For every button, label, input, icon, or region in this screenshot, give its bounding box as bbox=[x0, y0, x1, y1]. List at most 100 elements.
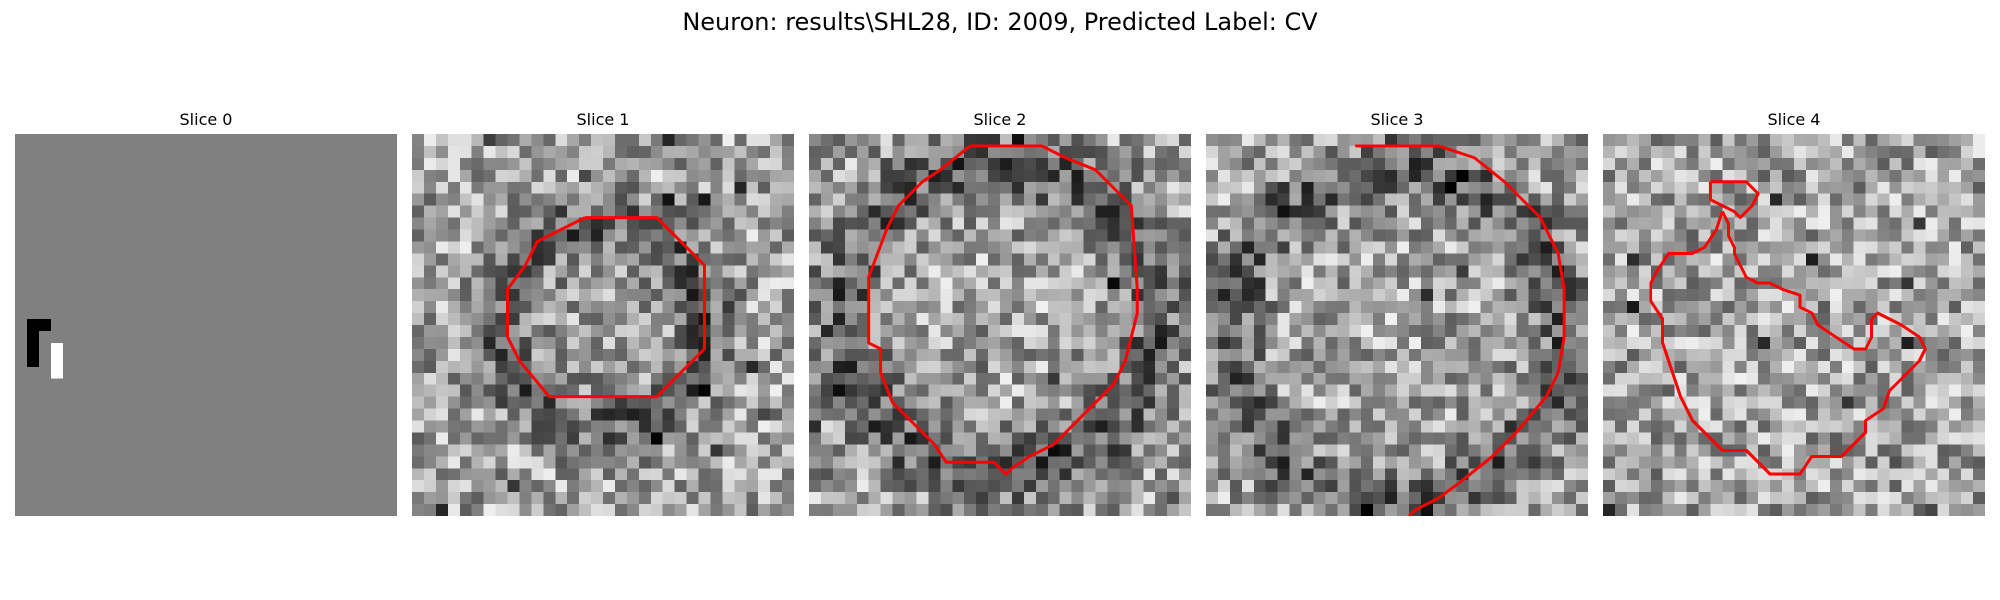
image-pixel bbox=[1349, 504, 1362, 516]
image-pixel bbox=[1397, 492, 1410, 505]
image-pixel bbox=[698, 181, 711, 194]
image-pixel bbox=[1229, 169, 1243, 182]
image-pixel bbox=[1576, 157, 1588, 171]
image-pixel bbox=[1662, 193, 1675, 206]
image-pixel bbox=[1083, 384, 1096, 397]
image-pixel bbox=[1758, 241, 1771, 254]
image-pixel bbox=[1841, 277, 1854, 290]
image-pixel bbox=[1143, 229, 1156, 242]
image-pixel bbox=[1397, 372, 1410, 385]
image-pixel bbox=[435, 241, 449, 254]
image-pixel bbox=[1614, 169, 1628, 182]
image-pixel bbox=[1179, 229, 1191, 242]
image-pixel bbox=[710, 253, 723, 266]
image-pixel bbox=[1206, 241, 1219, 254]
image-pixel bbox=[1913, 396, 1926, 409]
image-pixel bbox=[1949, 229, 1962, 242]
image-pixel bbox=[1059, 277, 1072, 290]
image-pixel bbox=[988, 253, 1001, 266]
image-pixel bbox=[1901, 384, 1914, 397]
image-pixel bbox=[746, 456, 759, 469]
image-pixel bbox=[1277, 157, 1290, 171]
image-pixel bbox=[809, 205, 822, 218]
image-pixel bbox=[1492, 348, 1505, 362]
image-pixel bbox=[1504, 360, 1517, 373]
image-pixel bbox=[940, 480, 953, 493]
image-pixel bbox=[1841, 420, 1854, 433]
image-pixel bbox=[940, 468, 953, 481]
image-pixel bbox=[1901, 265, 1914, 278]
image-pixel bbox=[412, 432, 425, 445]
image-pixel bbox=[1265, 408, 1278, 421]
image-pixel bbox=[1504, 157, 1517, 171]
image-pixel bbox=[1000, 205, 1013, 218]
image-pixel bbox=[722, 289, 735, 302]
image-pixel bbox=[626, 229, 640, 242]
image-pixel bbox=[567, 492, 580, 505]
image-pixel bbox=[519, 277, 532, 290]
image-pixel bbox=[435, 456, 449, 469]
image-pixel bbox=[856, 253, 869, 266]
image-pixel bbox=[1167, 408, 1180, 421]
image-pixel bbox=[928, 480, 941, 493]
image-pixel bbox=[471, 289, 484, 302]
image-pixel bbox=[1444, 360, 1457, 373]
image-pixel bbox=[1516, 205, 1529, 218]
image-pixel bbox=[1949, 336, 1962, 350]
image-pixel bbox=[916, 360, 929, 373]
image-pixel bbox=[1456, 277, 1469, 290]
image-pixel bbox=[1119, 181, 1132, 194]
image-pixel bbox=[1206, 157, 1219, 171]
image-pixel bbox=[531, 193, 544, 206]
image-pixel bbox=[495, 336, 508, 350]
image-pixel bbox=[844, 217, 857, 230]
image-pixel bbox=[1119, 157, 1132, 171]
image-pixel bbox=[1119, 253, 1132, 266]
image-pixel bbox=[1035, 253, 1048, 266]
image-pixel bbox=[904, 325, 917, 338]
image-pixel bbox=[880, 301, 893, 314]
image-pixel bbox=[1576, 289, 1588, 302]
image-pixel bbox=[1253, 504, 1266, 516]
image-pixel bbox=[964, 241, 977, 254]
image-pixel bbox=[1011, 169, 1025, 182]
image-pixel bbox=[1925, 193, 1938, 206]
image-pixel bbox=[1408, 408, 1422, 421]
image-pixel bbox=[710, 134, 723, 147]
image-pixel bbox=[1782, 348, 1795, 362]
image-pixel bbox=[614, 313, 628, 326]
image-pixel bbox=[1059, 336, 1072, 350]
image-pixel bbox=[1313, 504, 1326, 516]
image-pixel bbox=[734, 468, 747, 481]
image-pixel bbox=[447, 134, 460, 147]
image-pixel bbox=[746, 480, 759, 493]
image-pixel bbox=[1301, 420, 1314, 433]
image-pixel bbox=[1035, 277, 1048, 290]
image-pixel bbox=[1083, 301, 1096, 314]
image-pixel bbox=[1528, 169, 1541, 182]
image-pixel bbox=[1011, 468, 1025, 481]
image-pixel bbox=[1035, 205, 1048, 218]
image-pixel bbox=[1119, 301, 1132, 314]
image-pixel bbox=[650, 432, 663, 445]
slice-title-4: Slice 4 bbox=[1767, 110, 1821, 129]
image-pixel bbox=[1241, 277, 1254, 290]
image-pixel bbox=[722, 456, 735, 469]
image-pixel bbox=[1540, 253, 1553, 266]
image-pixel bbox=[686, 504, 699, 516]
image-pixel bbox=[1385, 253, 1398, 266]
image-pixel bbox=[856, 145, 869, 159]
image-pixel bbox=[1325, 205, 1338, 218]
image-pixel bbox=[1770, 169, 1783, 182]
image-pixel bbox=[1734, 277, 1747, 290]
image-pixel bbox=[1217, 169, 1231, 182]
image-pixel bbox=[820, 480, 834, 493]
image-pixel bbox=[483, 372, 496, 385]
image-pixel bbox=[1626, 301, 1640, 314]
image-pixel bbox=[880, 169, 893, 182]
image-pixel bbox=[1710, 480, 1723, 493]
image-pixel bbox=[483, 408, 496, 421]
image-pixel bbox=[988, 229, 1001, 242]
image-pixel bbox=[579, 157, 592, 171]
image-pixel bbox=[1432, 253, 1445, 266]
